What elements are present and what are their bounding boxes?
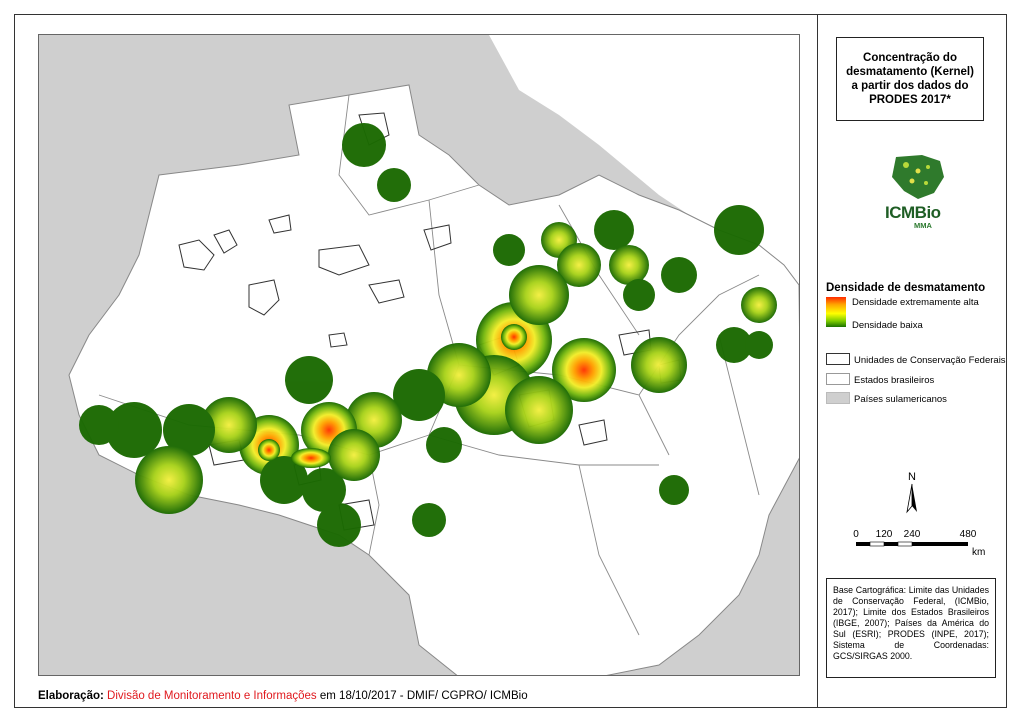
hotspot <box>631 337 687 393</box>
hotspot <box>163 404 215 456</box>
hotspot-extreme <box>501 324 527 350</box>
hotspot <box>552 338 616 402</box>
scale-bar: 0 120 240 480 km <box>853 529 985 558</box>
legend-item-label: Unidades de Conservação Federais <box>854 355 1006 366</box>
density-low-label: Densidade baixa <box>852 320 923 331</box>
hotspot <box>302 468 346 512</box>
map-area[interactable] <box>38 34 800 676</box>
hotspot <box>505 376 573 444</box>
scale-tick-label: 480 <box>960 529 977 540</box>
hotspot <box>741 287 777 323</box>
hotspot <box>716 327 752 363</box>
density-gradient-swatch <box>826 297 846 327</box>
credits: Base Cartográfica: Limite das Unidades d… <box>826 578 996 678</box>
footer: Elaboração: Divisão de Monitoramento e I… <box>38 690 528 702</box>
logo-sub: MMA <box>914 221 932 230</box>
hotspot <box>285 356 333 404</box>
states-swatch <box>826 373 850 385</box>
density-high-label: Densidade extremamente alta <box>852 297 979 308</box>
hotspot <box>328 429 380 481</box>
footer-rest: em 18/10/2017 - DMIF/ CGPRO/ ICMBio <box>316 690 528 702</box>
map-title: Concentração do desmatamento (Kernel) a … <box>836 37 984 121</box>
extreme-hotspots <box>258 324 527 468</box>
north-label: N <box>908 471 916 483</box>
density-hotspots <box>79 123 777 547</box>
footer-label: Elaboração: <box>38 690 104 702</box>
hotspot <box>79 405 119 445</box>
hotspot <box>661 257 697 293</box>
hotspot <box>106 402 162 458</box>
legend-density-title: Densidade de desmatamento <box>826 282 986 294</box>
scale-tick-label: 120 <box>876 529 893 540</box>
hotspot <box>201 397 257 453</box>
hotspot <box>412 503 446 537</box>
logo-name: ICMBio <box>885 203 941 222</box>
hotspot <box>594 210 634 250</box>
hotspot <box>393 369 445 421</box>
hotspot <box>623 279 655 311</box>
hotspot <box>135 446 203 514</box>
hotspot <box>377 168 411 202</box>
hotspot <box>509 265 569 325</box>
panel-divider <box>817 14 818 708</box>
scale-unit: km <box>972 547 985 558</box>
map-frame <box>14 14 1007 708</box>
footer-org: Divisão de Monitoramento e Informações <box>107 690 317 702</box>
hotspot <box>493 234 525 266</box>
hotspot <box>317 503 361 547</box>
legend-item-label: Países sulamericanos <box>854 394 947 405</box>
conservation-swatch <box>826 353 850 365</box>
hotspot-extreme <box>291 448 331 468</box>
north-arrow-icon: N <box>906 471 917 514</box>
hotspot <box>342 123 386 167</box>
scale-tick-label: 0 <box>853 529 859 540</box>
hotspot-extreme <box>258 439 280 461</box>
hotspot <box>260 456 308 504</box>
map-canvas <box>39 35 799 675</box>
hotspot <box>659 475 689 505</box>
scale-tick-label: 240 <box>904 529 921 540</box>
hotspot <box>426 427 462 463</box>
hotspot <box>557 243 601 287</box>
hotspot <box>714 205 764 255</box>
countries-swatch <box>826 392 850 404</box>
icmbio-logo-icon <box>892 155 944 199</box>
hotspot <box>745 331 773 359</box>
hotspot <box>609 245 649 285</box>
ocean <box>489 35 799 452</box>
legend-item-label: Estados brasileiros <box>854 375 935 386</box>
